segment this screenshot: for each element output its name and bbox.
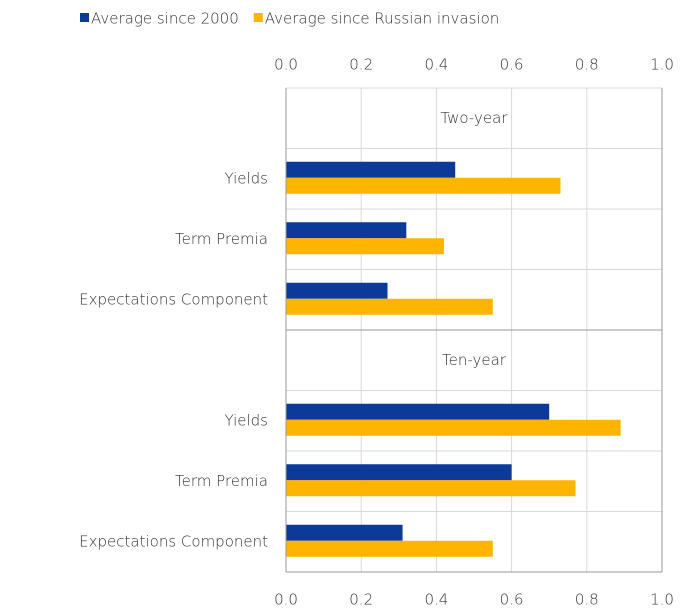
x-tick-label-top: 1.0 — [650, 56, 674, 74]
x-tick-label-top: 0.2 — [349, 56, 373, 74]
bar — [286, 524, 403, 541]
bar — [286, 282, 388, 299]
x-tick-label-bottom: 0.6 — [500, 591, 524, 609]
y-tick-label: Expectations Component — [79, 532, 268, 550]
bar — [286, 540, 493, 557]
y-tick-label: Term Premia — [175, 472, 268, 490]
y-tick-label: Expectations Component — [79, 290, 268, 308]
legend-label: Average since 2000 — [91, 10, 239, 28]
x-tick-label-top: 0.8 — [575, 56, 599, 74]
x-tick-label-bottom: 0.4 — [424, 591, 448, 609]
y-tick-label: Yields — [224, 411, 268, 429]
legend-swatch — [253, 13, 263, 22]
legend-swatch — [80, 13, 89, 22]
bar — [286, 298, 493, 315]
bar — [286, 177, 561, 194]
x-tick-label-bottom: 0.2 — [349, 591, 373, 609]
legend-label: Average since Russian invasion — [265, 10, 500, 28]
bar — [286, 161, 456, 178]
x-tick-label-top: 0.0 — [274, 56, 298, 74]
y-tick-label: Term Premia — [175, 230, 268, 248]
x-tick-label-bottom: 0.0 — [274, 591, 298, 609]
bar — [286, 222, 407, 239]
bar — [286, 464, 512, 481]
x-tick-label-top: 0.4 — [424, 56, 448, 74]
y-tick-label: Yields — [224, 169, 268, 187]
bar — [286, 480, 576, 497]
x-tick-label-top: 0.6 — [500, 56, 524, 74]
panel-title: Ten-year — [442, 351, 507, 369]
x-tick-label-bottom: 1.0 — [650, 591, 674, 609]
bar — [286, 419, 621, 436]
panel-title: Two-year — [440, 109, 508, 127]
bar — [286, 238, 444, 255]
bar — [286, 403, 550, 420]
x-tick-label-bottom: 0.8 — [575, 591, 599, 609]
